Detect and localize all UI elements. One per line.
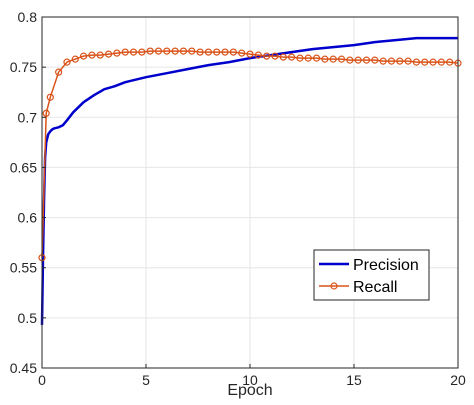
recall-point	[42, 109, 50, 117]
recall-point	[179, 47, 188, 55]
recall-point	[104, 50, 113, 58]
recall-point	[312, 54, 321, 62]
recall-point	[279, 53, 287, 61]
x-tick-label: 20	[450, 372, 466, 388]
recall-point	[296, 54, 304, 62]
series-layer	[38, 36, 462, 325]
recall-point	[337, 55, 346, 63]
y-tick-label: 0.8	[18, 9, 38, 25]
recall-point	[146, 47, 154, 55]
recall-point	[238, 49, 246, 57]
legend: Precision Recall	[313, 249, 430, 301]
recall-point	[55, 68, 63, 76]
recall-point	[371, 56, 379, 64]
recall-point	[362, 56, 371, 64]
recall-point	[113, 49, 121, 57]
recall-point	[354, 56, 362, 64]
y-tick-label: 0.45	[10, 360, 37, 376]
recall-point	[429, 58, 437, 66]
legend-recall-label: Recall	[353, 279, 397, 296]
recall-point	[121, 48, 129, 56]
x-tick-label: 0	[38, 372, 46, 388]
x-axis-title: Epoch	[227, 382, 272, 399]
recall-point	[263, 52, 271, 60]
recall-point	[221, 48, 229, 56]
y-tick-label: 0.75	[10, 59, 37, 75]
recall-point	[446, 58, 454, 66]
recall-series-line	[41, 50, 459, 258]
recall-point	[129, 48, 138, 56]
y-tick-label: 0.55	[10, 260, 37, 276]
recall-point	[88, 51, 96, 59]
y-tick-label: 0.5	[18, 310, 38, 326]
y-tick-label: 0.65	[10, 159, 37, 175]
recall-point	[79, 52, 88, 60]
recall-point	[204, 48, 212, 56]
recall-point	[138, 48, 146, 56]
recall-point	[437, 58, 445, 66]
x-tick-label: 5	[142, 372, 150, 388]
recall-point	[404, 57, 412, 65]
recall-point	[304, 54, 312, 62]
recall-point	[254, 51, 262, 59]
recall-point	[46, 93, 54, 101]
y-tick-label: 0.7	[18, 109, 38, 125]
x-tick-label: 15	[346, 372, 362, 388]
recall-point	[63, 58, 71, 66]
recall-point	[321, 55, 329, 63]
y-tick-label: 0.6	[18, 210, 38, 226]
axis-ticks: 0 5 10 15 20 0.45 0.5 0.55 0.6 0.65 0.7 0.75 0.8	[10, 9, 466, 388]
recall-point	[96, 51, 104, 59]
recall-point	[412, 58, 420, 66]
recall-point	[196, 48, 204, 56]
recall-point	[421, 58, 429, 66]
recall-point	[387, 57, 396, 65]
recall-point	[346, 56, 354, 64]
grid-lines	[42, 17, 458, 368]
recall-point	[71, 55, 79, 63]
x-tick-label: 10	[242, 372, 258, 388]
recall-point	[379, 57, 387, 65]
legend-recall-marker	[330, 282, 338, 290]
recall-point	[288, 53, 296, 61]
recall-point	[154, 47, 163, 55]
recall-point	[246, 50, 254, 58]
recall-point	[271, 52, 279, 60]
precision-series-line	[40, 36, 458, 325]
recall-point	[171, 47, 179, 55]
recall-point	[188, 47, 196, 55]
recall-point	[213, 48, 221, 56]
recall-point	[229, 48, 237, 56]
legend-precision-label: Precision	[353, 257, 419, 274]
recall-point	[396, 57, 404, 65]
recall-point	[329, 55, 337, 63]
legend-box	[313, 249, 430, 301]
recall-point	[163, 47, 171, 55]
